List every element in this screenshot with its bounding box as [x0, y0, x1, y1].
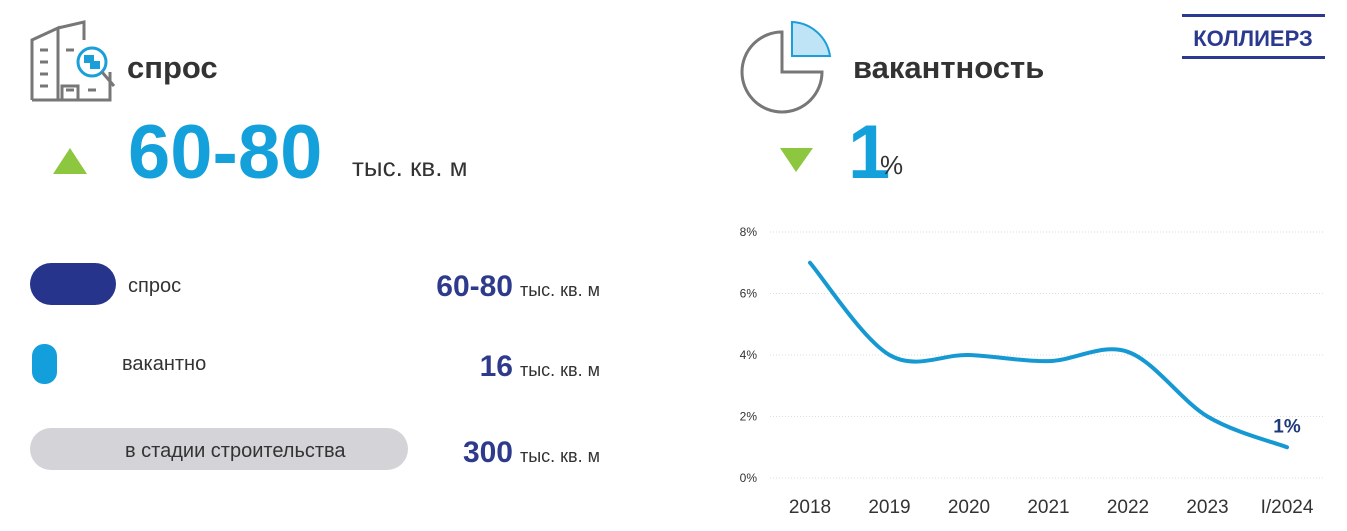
- x-tick-label: 2022: [1107, 497, 1149, 518]
- x-tick-label: 2019: [868, 497, 910, 518]
- vacancy-title: вакантность: [853, 50, 1044, 85]
- pill: [30, 428, 408, 470]
- line: [808, 260, 1289, 450]
- x-tick-label: 2018: [789, 497, 831, 518]
- pill: [30, 263, 116, 305]
- vacancy-value: 1: [848, 110, 890, 195]
- row-unit: тыс. кв. м: [520, 280, 600, 300]
- vacancy-unit: %: [880, 150, 903, 180]
- row-value: 16: [480, 350, 513, 383]
- demand-unit: тыс. кв. м: [352, 152, 468, 182]
- logo: КОЛЛИЕРЗ: [1182, 14, 1325, 59]
- x-tick-label: 2023: [1186, 497, 1228, 518]
- y-tick-label: 8%: [740, 225, 758, 239]
- data-label: 1%: [1273, 416, 1301, 437]
- y-tick-label: 4%: [740, 348, 758, 362]
- row-unit: тыс. кв. м: [520, 446, 600, 466]
- row-value: 300: [463, 436, 513, 469]
- row-label: спрос: [128, 275, 181, 297]
- x-tick-label: I/2024: [1261, 497, 1314, 518]
- demand-value: 60-80: [128, 110, 322, 195]
- x-tick-label: 2020: [948, 497, 990, 518]
- pill: [32, 344, 57, 384]
- row-value: 60-80: [436, 270, 513, 303]
- row-label: вакантно: [122, 353, 206, 375]
- y-tick-label: 6%: [740, 287, 758, 301]
- building-icon: [30, 20, 116, 102]
- row-unit: тыс. кв. м: [520, 360, 600, 380]
- down-triangle: [780, 148, 813, 172]
- y-tick-label: 0%: [740, 471, 758, 485]
- logo-text: КОЛЛИЕРЗ: [1193, 26, 1313, 51]
- row-label: в стадии строительства: [125, 440, 346, 462]
- up-triangle: [53, 148, 87, 174]
- x-tick-label: 2021: [1027, 497, 1069, 518]
- demand-title: спрос: [127, 50, 218, 85]
- pie-icon: [740, 20, 832, 114]
- y-tick-label: 2%: [740, 410, 758, 424]
